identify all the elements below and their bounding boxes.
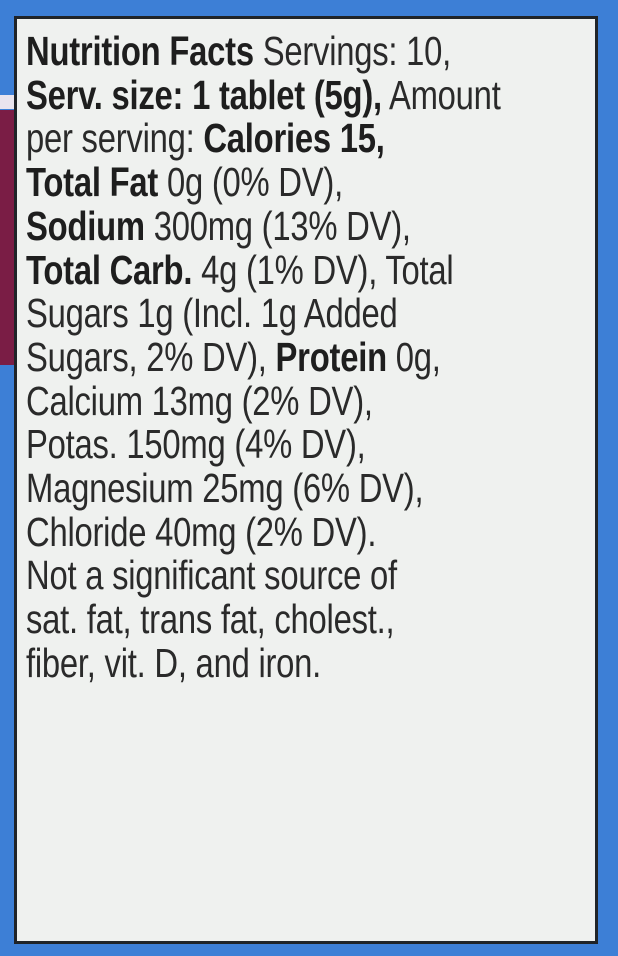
label-line: sat. fat, trans fat, cholest., — [26, 596, 602, 643]
label-line: Total Fat 0g (0% DV), — [26, 159, 602, 206]
text: Servings: 10, — [253, 28, 452, 74]
text: 300mg (13% DV), — [144, 202, 411, 249]
bold-text: Total Fat — [26, 159, 159, 206]
text: Potas. 150mg (4% DV), — [26, 421, 366, 468]
text: Amount — [381, 71, 501, 118]
text: per serving: — [26, 115, 204, 162]
bold-text: Serv. size: 1 tablet (5g), — [26, 71, 382, 118]
text: 0g, — [386, 333, 441, 380]
label-line: Sugars, 2% DV), Protein 0g, — [26, 333, 602, 380]
text: Sugars 1g (Incl. 1g Added — [26, 290, 398, 337]
bold-text: Calories 15, — [203, 115, 385, 162]
text: 4g (1% DV), Total — [192, 246, 454, 293]
package-edge-white — [0, 95, 16, 109]
label-line: Nutrition Facts Servings: 10, — [26, 28, 602, 74]
text: Chloride 40mg (2% DV). — [26, 508, 377, 555]
text: Magnesium 25mg (6% DV), — [26, 465, 424, 512]
label-line: Potas. 150mg (4% DV), — [26, 421, 602, 468]
label-line: fiber, vit. D, and iron. — [26, 639, 602, 686]
label-line: Chloride 40mg (2% DV). — [26, 508, 602, 555]
label-line: Serv. size: 1 tablet (5g), Amount — [26, 71, 602, 118]
label-line: Not a significant source of — [26, 554, 602, 598]
text: sat. fat, trans fat, cholest., — [26, 596, 395, 643]
label-line: Magnesium 25mg (6% DV), — [26, 465, 602, 512]
label-line: Calcium 13mg (2% DV), — [26, 377, 602, 424]
text: 0g (0% DV), — [158, 159, 343, 206]
bold-text: Nutrition Facts — [26, 28, 254, 74]
bold-text: Sodium — [26, 202, 145, 249]
text: Sugars, 2% DV), — [26, 333, 276, 380]
nutrition-text: Nutrition Facts Servings: 10, Serv. size:… — [26, 28, 602, 686]
label-line: Sodium 300mg (13% DV), — [26, 202, 602, 249]
text: Calcium 13mg (2% DV), — [26, 377, 373, 424]
text: Not a significant source of — [26, 552, 397, 599]
label-line: per serving: Calories 15, — [26, 117, 602, 161]
label-line: Total Carb. 4g (1% DV), Total — [26, 246, 602, 293]
bold-text: Protein — [275, 333, 388, 380]
bold-text: Total Carb. — [26, 246, 193, 293]
label-line: Sugars 1g (Incl. 1g Added — [26, 290, 602, 337]
nutrition-label — [14, 16, 598, 944]
package-edge-maroon — [0, 110, 16, 365]
text: fiber, vit. D, and iron. — [26, 639, 322, 686]
